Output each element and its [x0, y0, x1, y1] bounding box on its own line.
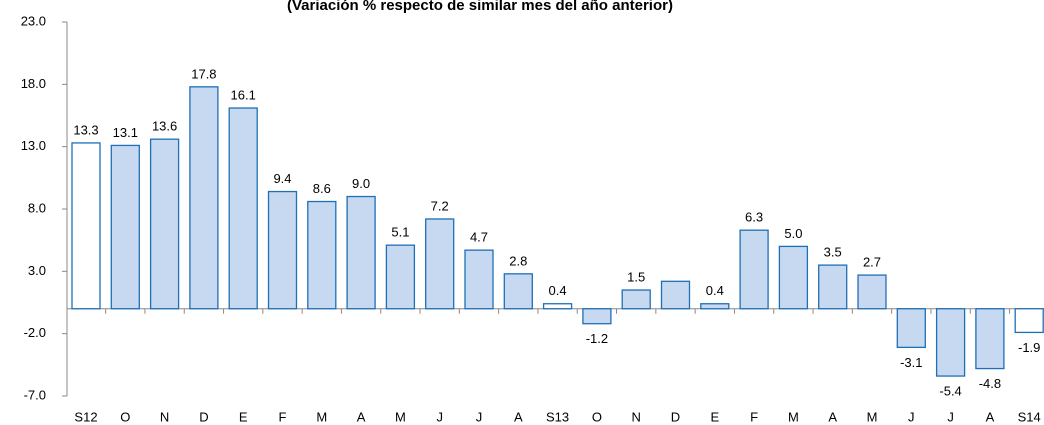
value-label: -3.1: [900, 355, 922, 370]
x-tick-label: O: [592, 409, 602, 424]
bar: [71, 142, 101, 310]
y-tick-label: 18.0: [21, 76, 46, 91]
bar: [857, 274, 887, 310]
x-tick-label: M: [867, 409, 878, 424]
bar: [503, 273, 533, 310]
x-tick-label: J: [436, 409, 443, 424]
bar: [621, 289, 651, 310]
bar: [385, 244, 416, 310]
x-tick-label: M: [316, 409, 327, 424]
x-tick-label: O: [120, 409, 130, 424]
value-label: 4.7: [470, 230, 488, 245]
bar: [582, 308, 612, 325]
value-label: -4.8: [979, 376, 1001, 391]
bar: [739, 229, 769, 310]
bar: [975, 308, 1005, 370]
x-tick-label: S14: [1018, 409, 1041, 424]
value-label: -1.2: [586, 331, 608, 346]
bar: [307, 200, 337, 310]
bar: [935, 308, 966, 377]
bar: [149, 138, 180, 310]
bar: [700, 303, 730, 310]
x-tick-label: A: [514, 409, 523, 424]
y-tick-label: 13.0: [21, 138, 46, 153]
x-tick-label: M: [395, 409, 406, 424]
bar: [778, 245, 809, 310]
bar: [267, 190, 298, 310]
bar: [542, 303, 573, 310]
value-label: 9.0: [352, 176, 370, 191]
value-label: 2.7: [863, 255, 881, 270]
value-label: 5.1: [391, 225, 409, 240]
bar: [818, 264, 848, 310]
x-tick-label: F: [279, 409, 287, 424]
bar: [660, 280, 691, 310]
value-label: -1.9: [1018, 340, 1040, 355]
value-label: 13.6: [152, 119, 177, 134]
x-tick-label: S12: [74, 409, 97, 424]
value-label: 1.5: [627, 269, 645, 284]
y-tick-label: 23.0: [21, 13, 46, 28]
x-tick-label: J: [476, 409, 483, 424]
x-tick-label: N: [160, 409, 169, 424]
x-tick-label: E: [239, 409, 248, 424]
value-label: 16.1: [231, 87, 256, 102]
x-tick-label: A: [828, 409, 837, 424]
chart-title: (Variación % respecto de similar mes del…: [287, 0, 673, 14]
value-label: 13.1: [113, 125, 138, 140]
x-tick-label: J: [947, 409, 954, 424]
value-label: 17.8: [191, 66, 216, 81]
value-label: 7.2: [431, 198, 449, 213]
bar: [110, 144, 140, 310]
value-label: 0.4: [706, 283, 724, 298]
x-tick-label: S13: [546, 409, 569, 424]
value-label: 2.8: [509, 253, 527, 268]
y-tick-label: 8.0: [28, 200, 46, 215]
x-tick-label: A: [986, 409, 995, 424]
x-tick-label: A: [357, 409, 366, 424]
bar: [1014, 308, 1044, 334]
value-label: 3.5: [824, 245, 842, 260]
y-tick-label: 3.0: [28, 263, 46, 278]
bar: [189, 86, 219, 310]
x-tick-label: D: [199, 409, 208, 424]
value-label: 0.4: [549, 283, 567, 298]
bar: [346, 195, 376, 310]
bar: [896, 308, 926, 349]
bar: [425, 218, 455, 310]
value-label: -5.4: [939, 383, 961, 398]
x-tick-label: N: [632, 409, 641, 424]
value-label: 8.6: [313, 181, 331, 196]
y-tick-label: -2.0: [24, 325, 46, 340]
value-label: 5.0: [784, 226, 802, 241]
value-label: 9.4: [273, 171, 291, 186]
x-tick-label: D: [671, 409, 680, 424]
x-tick-label: M: [788, 409, 799, 424]
y-tick-label: -7.0: [24, 387, 46, 402]
value-label: 6.3: [745, 210, 763, 225]
x-tick-label: F: [750, 409, 758, 424]
x-tick-label: J: [908, 409, 915, 424]
value-label: 13.3: [73, 122, 98, 137]
bar: [464, 249, 494, 310]
bar: [228, 107, 258, 310]
x-tick-label: E: [710, 409, 719, 424]
